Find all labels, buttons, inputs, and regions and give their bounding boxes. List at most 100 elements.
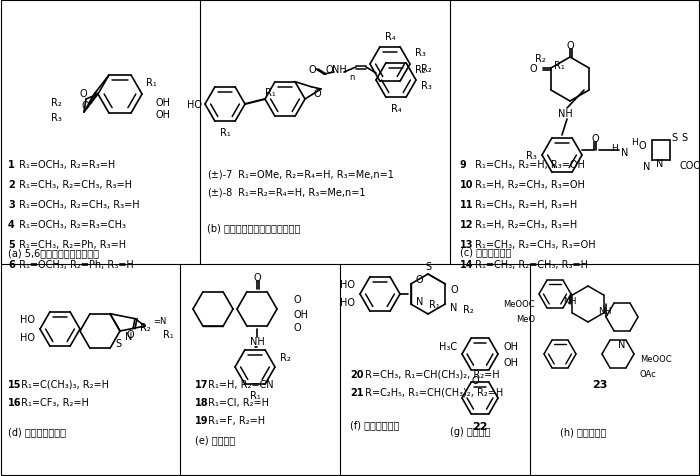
Text: R₁=H, R₂=CH₃, R₃=H: R₁=H, R₂=CH₃, R₃=H: [472, 219, 578, 229]
Text: N: N: [125, 331, 132, 341]
Text: R₁=R₂=R₄=H, R₃=Me,n=1: R₁=R₂=R₄=H, R₃=Me,n=1: [235, 188, 365, 198]
Text: (b) 苯并二氢呋喃酰胺类新木脂素: (b) 苯并二氢呋喃酰胺类新木脂素: [207, 223, 300, 232]
Text: O: O: [313, 89, 321, 99]
Text: S: S: [671, 133, 677, 143]
Text: (e) 氨基萘醌: (e) 氨基萘醌: [195, 434, 235, 444]
Text: R₁=CH₃, R₂=CH₃, R₃=H: R₁=CH₃, R₂=CH₃, R₃=H: [472, 259, 588, 269]
Text: (g) 香豆雌酚: (g) 香豆雌酚: [450, 426, 491, 436]
Text: COOH: COOH: [680, 161, 700, 170]
Text: R₃: R₃: [421, 81, 432, 91]
Text: R₁: R₁: [163, 329, 174, 339]
Text: R₁: R₁: [428, 299, 440, 309]
Text: O: O: [81, 101, 89, 111]
Text: O: O: [308, 65, 316, 75]
Text: NH: NH: [558, 109, 573, 119]
Text: O: O: [638, 141, 646, 151]
Text: (c) 青霉素衍生物: (c) 青霉素衍生物: [460, 247, 512, 257]
Text: OH: OH: [156, 98, 171, 108]
Text: 10: 10: [460, 179, 473, 189]
Text: R₁=CF₃, R₂=H: R₁=CF₃, R₂=H: [18, 397, 89, 407]
Text: HO: HO: [340, 298, 355, 307]
Text: R₁=H, R₂=CH₃, R₃=OH: R₁=H, R₂=CH₃, R₃=OH: [472, 179, 585, 189]
Text: 23: 23: [592, 379, 608, 389]
Text: (a) 5,6二羟基苯并呋喃化合物: (a) 5,6二羟基苯并呋喃化合物: [8, 248, 99, 258]
Text: H: H: [612, 144, 618, 153]
Text: 14: 14: [460, 259, 473, 269]
Text: (h) 脱水长春碱: (h) 脱水长春碱: [560, 426, 606, 436]
Text: 16: 16: [8, 397, 22, 407]
Text: R₁=OCH₃, R₂=R₃=H: R₁=OCH₃, R₂=R₃=H: [16, 159, 116, 169]
Text: R₁=OCH₃, R₂=R₃=CH₃: R₁=OCH₃, R₂=R₃=CH₃: [16, 219, 126, 229]
Text: HO: HO: [187, 100, 202, 110]
Text: R₁: R₁: [220, 128, 230, 138]
Text: S: S: [681, 133, 687, 143]
Text: =N: =N: [153, 317, 167, 326]
Text: O: O: [450, 284, 458, 294]
Text: (f) 邻苯二酚硫醚: (f) 邻苯二酚硫醚: [350, 419, 400, 429]
Text: R₁: R₁: [554, 61, 565, 71]
Text: S: S: [115, 338, 121, 348]
Text: R₁: R₁: [250, 390, 260, 400]
Text: R₁=CH₃, R₂=H, R₃=H: R₁=CH₃, R₂=H, R₃=H: [472, 199, 578, 209]
Text: 17: 17: [195, 379, 209, 389]
Text: NH: NH: [332, 65, 346, 75]
Text: N: N: [622, 148, 629, 158]
Text: R₃: R₃: [51, 113, 62, 123]
Text: NH: NH: [564, 297, 577, 306]
Text: 4: 4: [8, 219, 15, 229]
Text: OH: OH: [503, 357, 518, 367]
Text: HO: HO: [20, 314, 35, 324]
Text: O: O: [293, 322, 300, 332]
Text: R₁=F, R₂=H: R₁=F, R₂=H: [205, 415, 265, 425]
Text: R₁: R₁: [146, 78, 157, 88]
Text: OH: OH: [503, 341, 518, 351]
Text: R₃: R₃: [526, 151, 537, 161]
Text: (±)-8: (±)-8: [207, 188, 232, 198]
Text: R₂: R₂: [280, 352, 290, 362]
Text: HO: HO: [340, 279, 355, 289]
Text: R₂: R₂: [51, 98, 62, 108]
Text: 3: 3: [8, 199, 15, 209]
Text: O: O: [529, 64, 537, 74]
Text: MeOOC: MeOOC: [503, 300, 535, 309]
Text: N: N: [618, 339, 626, 349]
Text: MeOOC: MeOOC: [640, 355, 671, 364]
Text: MeO: MeO: [516, 315, 535, 324]
Text: N: N: [416, 297, 423, 307]
Text: 13: 13: [460, 239, 473, 249]
Text: O: O: [326, 65, 332, 75]
Text: R₁=C(CH₃)₃, R₂=H: R₁=C(CH₃)₃, R₂=H: [18, 379, 109, 389]
Text: R₄: R₄: [391, 104, 401, 114]
Text: R₁=H, R₂=CN: R₁=H, R₂=CN: [205, 379, 274, 389]
Text: 2: 2: [8, 179, 15, 189]
Text: R₂: R₂: [421, 64, 432, 74]
Text: O: O: [253, 272, 261, 282]
Text: NH: NH: [250, 336, 265, 346]
Text: R₁=OMe, R₂=R₄=H, R₃=Me,n=1: R₁=OMe, R₂=R₄=H, R₃=Me,n=1: [235, 169, 394, 179]
Text: R₁: R₁: [265, 88, 275, 98]
Text: O: O: [566, 41, 574, 51]
Text: O: O: [126, 329, 134, 339]
Text: 11: 11: [460, 199, 473, 209]
Text: R₂: R₂: [415, 65, 426, 75]
Text: R₃: R₃: [415, 48, 426, 58]
Text: N: N: [643, 162, 651, 172]
Text: OH: OH: [156, 110, 171, 120]
Text: OAc: OAc: [640, 370, 657, 379]
Text: 15: 15: [8, 379, 22, 389]
Text: O: O: [416, 275, 423, 284]
Text: R₁=CH₃, R₂=Ph, R₃=H: R₁=CH₃, R₂=Ph, R₃=H: [16, 239, 126, 249]
Text: S: S: [425, 261, 431, 271]
Text: H₃C: H₃C: [439, 341, 457, 351]
Text: R₁=CH₃, R₂=CH₃, R₃=H: R₁=CH₃, R₂=CH₃, R₃=H: [16, 179, 132, 189]
Text: O: O: [79, 89, 87, 99]
Text: (d) 嘧啶并苯并噻唑: (d) 嘧啶并苯并噻唑: [8, 426, 66, 436]
Text: 12: 12: [460, 219, 473, 229]
Text: 6: 6: [8, 259, 15, 269]
Text: R₁=OCH₃, R₂=Ph, R₃=H: R₁=OCH₃, R₂=Ph, R₃=H: [16, 259, 134, 269]
Text: HO: HO: [20, 332, 35, 342]
Text: H: H: [631, 138, 638, 147]
Text: R₄: R₄: [384, 32, 395, 42]
Text: OH: OH: [293, 309, 308, 319]
Text: O: O: [592, 134, 598, 144]
